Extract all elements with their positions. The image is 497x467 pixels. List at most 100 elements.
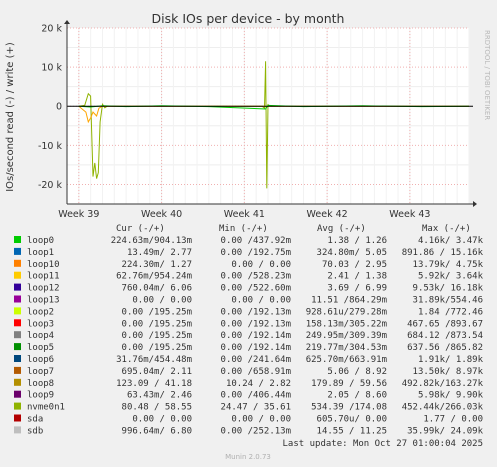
legend-name: loop2 [27, 307, 54, 317]
legend-avg: 2.05 / 8.60 [327, 391, 387, 401]
y-axis-ticks: 20 k 10 k 0 -10 k -20 k [38, 24, 63, 191]
legend-header-cur: Cur (-/+) [116, 224, 165, 234]
legend-header-max: Max (-/+) [422, 224, 471, 234]
legend-swatch-loop7 [14, 366, 21, 374]
legend-avg: 2.41 / 1.38 [327, 272, 387, 282]
legend-name: loop3 [27, 319, 54, 329]
legend-swatch-loop10 [14, 259, 21, 267]
legend-max: 31.89k/554.46 [413, 296, 483, 306]
legend-avg: 11.51 /864.29m [311, 296, 387, 306]
x-axis-arrow [473, 201, 477, 207]
legend-max: 13.79k/ 4.75k [413, 260, 484, 270]
legend-name: loop12 [27, 284, 60, 294]
legend-min: 0.00 /406.44m [221, 391, 291, 401]
x-axis-ticks: Week 39 Week 40 Week 41 Week 42 Week 43 [58, 209, 430, 220]
legend-max: 35.99k/ 24.09k [407, 426, 483, 436]
legend-swatch-loop2 [14, 307, 21, 315]
legend-cur: 0.00 / 0.00 [132, 296, 192, 306]
legend-min: 0.00 /241.64m [221, 355, 291, 365]
y-axis-arrow [64, 20, 70, 24]
legend-min: 10.24 / 2.82 [226, 379, 291, 389]
legend-cur: 760.04m/ 6.06 [122, 284, 192, 294]
legend-cur: 0.00 /195.25m [122, 331, 192, 341]
legend-name: sda [27, 415, 43, 425]
legend-cur: 80.48 / 58.55 [122, 403, 192, 413]
legend-name: loop7 [27, 367, 54, 377]
legend-min: 0.00 /528.23m [221, 272, 291, 282]
legend-avg: 324.80m/ 5.05 [317, 248, 387, 258]
legend-min: 0.00 /252.13m [221, 426, 291, 436]
legend-name: loop1 [27, 248, 54, 258]
munin-version: Munin 2.0.73 [225, 453, 271, 461]
legend-swatch-loop1 [14, 247, 21, 255]
legend-avg: 179.89 / 59.56 [311, 379, 387, 389]
legend-max: 684.12 /873.54 [407, 331, 483, 341]
legend-max: 492.82k/163.27k [402, 379, 484, 389]
legend-swatch-nvme0n1 [14, 402, 21, 410]
legend-swatch-loop9 [14, 390, 21, 398]
legend-header-avg: Avg (-/+) [317, 224, 366, 234]
rrdtool-watermark: RRDTOOL / TOBI OETIKER [483, 30, 491, 120]
legend-cur: 0.00 /195.25m [122, 319, 192, 329]
legend-cur: 62.76m/954.24m [116, 272, 192, 282]
legend-table: Cur (-/+) Min (-/+) Avg (-/+) Max (-/+) … [14, 224, 484, 436]
legend-min: 0.00 / 0.00 [231, 260, 291, 270]
legend-min: 0.00 /192.13m [221, 319, 291, 329]
legend-max: 5.98k/ 9.90k [418, 391, 484, 401]
legend-swatch-loop4 [14, 331, 21, 339]
legend-cur: 224.30m/ 1.27 [122, 260, 192, 270]
y-tick-label: -10 k [38, 141, 63, 152]
x-tick-label: Week 41 [224, 209, 265, 220]
legend-cur: 63.43m/ 2.46 [127, 391, 192, 401]
legend-max: 1.91k/ 1.89k [418, 355, 484, 365]
axes [64, 20, 477, 207]
legend-min: 0.00 /437.92m [221, 236, 291, 246]
legend-max: 9.53k/ 16.18k [413, 284, 484, 294]
legend-name: loop9 [27, 391, 54, 401]
legend-max: 5.92k/ 3.64k [418, 272, 484, 282]
y-tick-label: 10 k [41, 63, 62, 74]
legend-name: nvme0n1 [27, 403, 65, 413]
legend-max: 891.86 / 15.16k [402, 248, 484, 258]
legend-cur: 31.76m/454.48m [116, 355, 192, 365]
legend-cur: 996.64m/ 6.80 [122, 426, 192, 436]
y-tick-label: 0 [56, 102, 62, 113]
x-tick-label: Week 43 [389, 209, 430, 220]
series-line-loop11 [78, 105, 469, 124]
legend-min: 0.00 /658.91m [221, 367, 291, 377]
legend-min: 0.00 / 0.00 [231, 296, 291, 306]
legend-name: sdb [27, 426, 43, 436]
legend-swatch-loop12 [14, 283, 21, 291]
legend-avg: 3.69 / 6.99 [327, 284, 387, 294]
legend-name: loop6 [27, 355, 54, 365]
y-tick-label: 20 k [41, 24, 62, 35]
legend-swatch-loop5 [14, 343, 21, 351]
legend-avg: 605.70u/ 0.00 [317, 415, 387, 425]
legend-max: 13.50k/ 8.97k [413, 367, 484, 377]
legend-max: 467.65 /893.67 [407, 319, 483, 329]
legend-max: 4.16k/ 3.47k [418, 236, 484, 246]
legend-min: 0.00 /192.75m [221, 248, 291, 258]
legend-min: 0.00 /192.14m [221, 343, 291, 353]
legend-max: 1.77 / 0.00 [423, 415, 483, 425]
legend-avg: 249.95m/309.39m [306, 331, 387, 341]
legend-swatch-sda [14, 414, 21, 422]
legend-avg: 14.55 / 11.25 [317, 426, 387, 436]
legend-avg: 625.70m/663.91m [306, 355, 387, 365]
legend-cur: 695.04m/ 2.11 [122, 367, 192, 377]
x-tick-label: Week 42 [307, 209, 348, 220]
legend-swatch-loop11 [14, 271, 21, 279]
legend-avg: 928.61u/279.28m [306, 307, 387, 317]
legend-min: 0.00 /192.13m [221, 307, 291, 317]
legend-min: 0.00 /192.14m [221, 331, 291, 341]
x-tick-label: Week 39 [58, 209, 99, 220]
legend-avg: 5.06 / 8.92 [327, 367, 387, 377]
y-tick-label: -20 k [38, 180, 63, 191]
legend-avg: 219.77m/304.53m [306, 343, 387, 353]
legend-cur: 0.00 /195.25m [122, 307, 192, 317]
legend-name: loop0 [27, 236, 54, 246]
series-line-nvme0n1 [78, 61, 469, 189]
legend-avg: 70.03 / 2.95 [322, 260, 387, 270]
legend-min: 0.00 / 0.00 [231, 415, 291, 425]
